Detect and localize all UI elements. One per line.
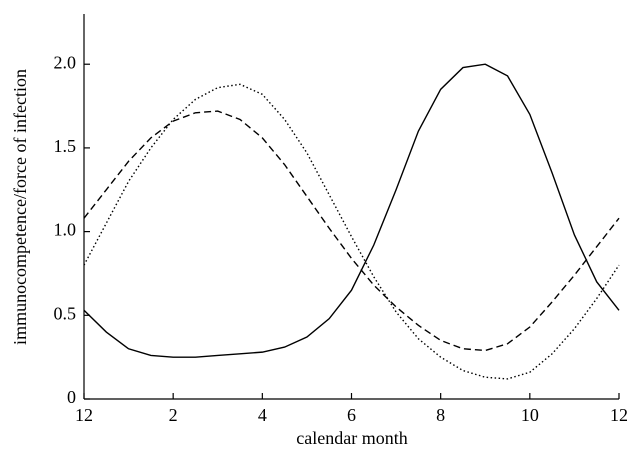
y-tick-label: 2.0 [54,52,77,72]
line-series [83,83,620,380]
y-axis-label: immunocompetence/force of infection [10,69,30,345]
y-tick-label: 1.0 [54,220,77,240]
y-tick-label: 0.5 [54,303,77,323]
x-tick-label: 12 [610,405,628,425]
x-tick-label: 6 [347,405,356,425]
x-tick-label: 12 [75,405,93,425]
y-tick-label: 1.5 [54,136,77,156]
x-tick-label: 8 [436,405,445,425]
x-tick-label: 2 [169,405,178,425]
y-tick-label: 0 [67,387,76,407]
x-tick-label: 10 [521,405,539,425]
line-series [83,110,620,352]
line-series [83,63,620,358]
x-tick-label: 4 [258,405,267,425]
x-axis-label: calendar month [296,428,407,448]
